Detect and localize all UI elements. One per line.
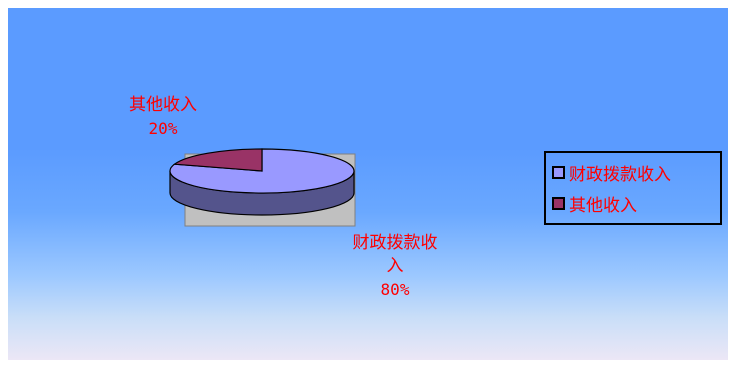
data-label-other-income-name: 其他收入 bbox=[129, 95, 197, 115]
legend-item-fiscal-income: 财政拨款收入 bbox=[552, 157, 714, 188]
chart-area bbox=[8, 8, 728, 360]
data-label-other-income: 其他收入 20% bbox=[108, 94, 218, 140]
data-label-fiscal-income-name-wrap: 入 bbox=[386, 256, 404, 276]
data-label-fiscal-income: 财政拨款收 入 80% bbox=[330, 232, 460, 301]
legend-label-other-income: 其他收入 bbox=[569, 196, 637, 216]
data-label-fiscal-income-name: 财政拨款收 bbox=[352, 233, 438, 253]
chart-legend: 财政拨款收入 其他收入 bbox=[544, 151, 722, 225]
legend-item-other-income: 其他收入 bbox=[552, 188, 714, 219]
data-label-other-income-value: 20% bbox=[148, 119, 178, 138]
legend-label-fiscal-income: 财政拨款收入 bbox=[569, 165, 671, 185]
legend-swatch-fiscal-income bbox=[552, 166, 565, 179]
legend-swatch-other-income bbox=[552, 197, 565, 210]
pie-slice-other-income bbox=[172, 148, 263, 172]
pie-chart bbox=[169, 148, 356, 227]
data-label-fiscal-income-value: 80% bbox=[380, 280, 410, 299]
